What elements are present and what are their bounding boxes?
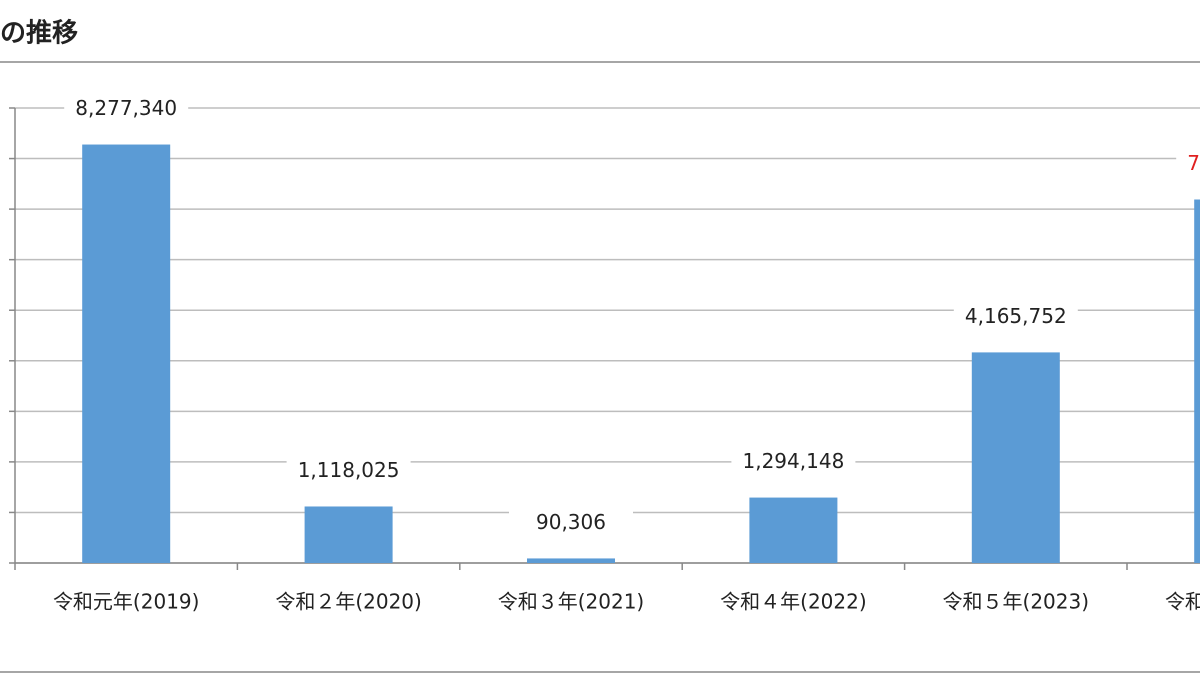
value-label: 8,277,340 [75, 96, 177, 120]
x-tick-label: 令和３年(2021) [498, 590, 645, 614]
bar [527, 558, 615, 563]
value-label: 90,306 [536, 510, 606, 534]
x-tick-label: 令和元年(2019) [53, 590, 200, 614]
bar [749, 497, 838, 563]
value-label: 1,294,148 [743, 449, 845, 473]
bar [82, 144, 171, 563]
x-tick-label: 令和６年(2024) [1165, 590, 1200, 614]
bar [1194, 199, 1200, 563]
bar [971, 352, 1060, 563]
chart-title: の推移 [0, 19, 78, 49]
x-tick-label: 令和５年(2023) [943, 590, 1090, 614]
value-label-bg [286, 457, 411, 486]
value-label-bg [953, 303, 1078, 332]
x-tick-label: 令和２年(2020) [275, 590, 422, 614]
bar [304, 506, 393, 563]
value-label: 7,190,000 [1187, 151, 1200, 175]
value-label-bg [509, 509, 633, 538]
x-tick-label: 令和４年(2022) [720, 590, 867, 614]
value-label: 1,118,025 [298, 458, 400, 482]
value-label-bg [1176, 150, 1200, 179]
value-label-bg [64, 95, 189, 124]
value-label: 4,165,752 [965, 304, 1067, 328]
value-label-bg [731, 448, 856, 477]
